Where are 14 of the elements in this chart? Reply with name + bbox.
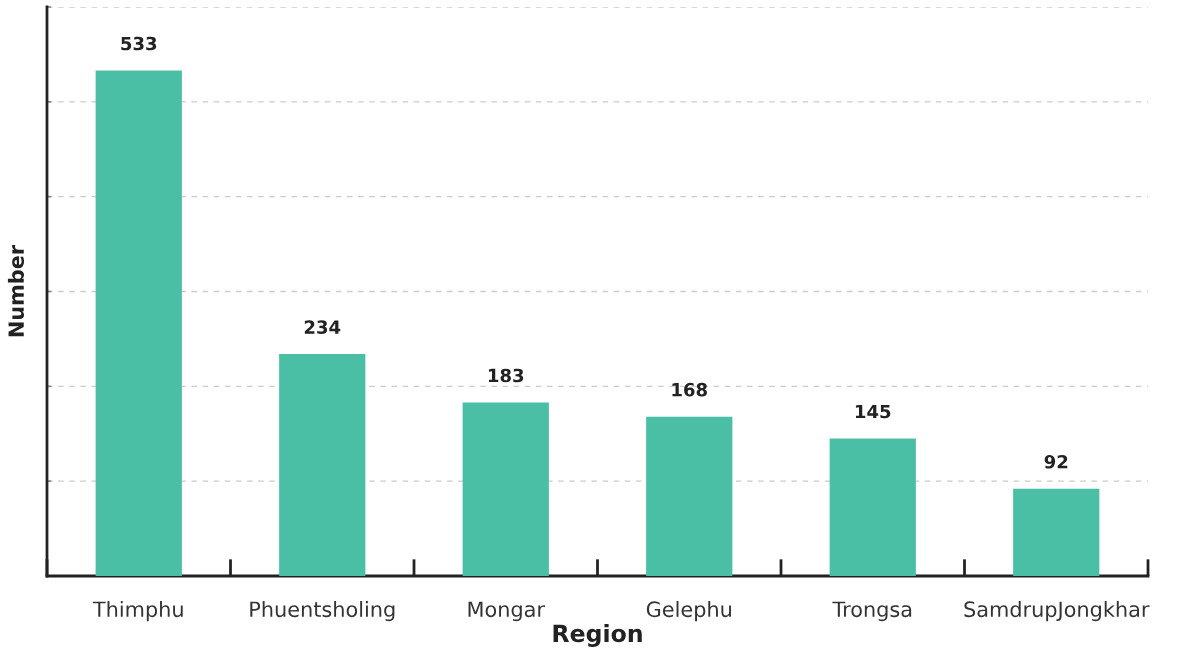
data-label: 145 xyxy=(855,404,891,419)
y-axis-title: Number xyxy=(7,244,25,337)
data-label: 183 xyxy=(488,368,524,383)
x-axis-title: Region xyxy=(553,623,642,647)
x-tick-label: SamdrupJongkhar xyxy=(964,601,1150,622)
x-tick-label: Mongar xyxy=(468,601,545,622)
data-label: 168 xyxy=(672,382,707,397)
data-label: 234 xyxy=(304,320,341,334)
data-label: 533 xyxy=(121,36,157,51)
x-tick-label: Gelephu xyxy=(646,601,731,622)
x-tick-label: Phuentsholing xyxy=(250,601,395,622)
data-label: 92 xyxy=(1044,454,1068,469)
x-tick-label: Thimphu xyxy=(92,601,183,622)
x-tick-label: Trongsa xyxy=(832,601,912,622)
